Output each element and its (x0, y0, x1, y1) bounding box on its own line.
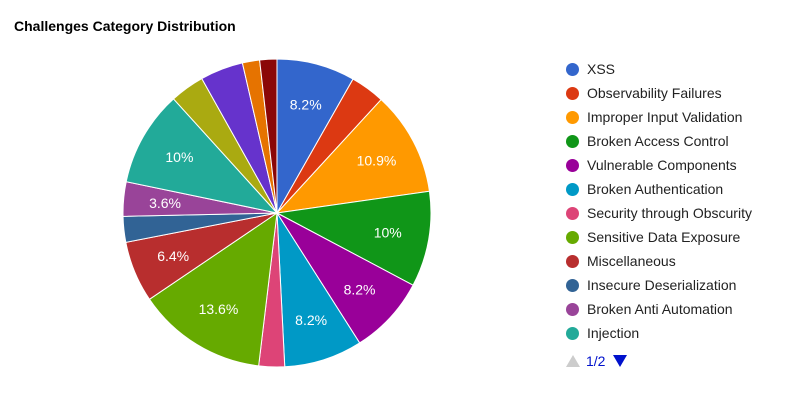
legend-swatch (566, 110, 579, 124)
legend-swatch (566, 158, 579, 172)
legend-swatch (566, 206, 579, 220)
legend-swatch (566, 230, 579, 244)
legend-label: Broken Anti Automation (587, 301, 733, 317)
slice-label: 13.6% (199, 301, 239, 317)
slice-label: 3.6% (149, 195, 181, 211)
page-indicator: 1/2 (586, 353, 606, 369)
legend-swatch (566, 254, 579, 268)
slice-label: 6.4% (157, 248, 189, 264)
pie-slice[interactable] (275, 98, 431, 214)
legend-item[interactable]: XSS (566, 57, 752, 81)
slice-label: 8.2% (344, 281, 376, 297)
legend-item[interactable]: Security through Obscurity (566, 201, 752, 225)
chart-title: Challenges Category Distribution (14, 18, 236, 34)
legend-item[interactable]: Improper Input Validation (566, 105, 752, 129)
legend-label: Vulnerable Components (587, 157, 737, 173)
legend-item[interactable]: Broken Anti Automation (566, 297, 752, 321)
slice-label: 10% (374, 224, 402, 240)
legend-label: XSS (587, 61, 616, 77)
slice-label: 10.9% (357, 153, 397, 169)
legend-label: Security through Obscurity (587, 205, 752, 221)
legend-item[interactable]: Broken Authentication (566, 177, 752, 201)
legend-swatch (566, 86, 579, 100)
pie-slice[interactable] (125, 98, 279, 214)
legend-swatch (566, 134, 579, 148)
legend-item[interactable]: Vulnerable Components (566, 153, 752, 177)
pie-slice[interactable] (275, 190, 432, 286)
legend-item[interactable]: Miscellaneous (566, 249, 752, 273)
legend-label: Injection (587, 325, 640, 341)
legend-item[interactable]: Injection (566, 321, 752, 345)
legend: XSS Observability Failures Improper Input … (566, 57, 752, 373)
slice-label: 8.2% (290, 96, 322, 112)
pie-slice[interactable] (148, 211, 278, 367)
legend-label: Miscellaneous (587, 253, 676, 269)
pie-slice[interactable] (259, 58, 278, 214)
legend-swatch (566, 302, 579, 316)
legend-pager: 1/2 (566, 349, 752, 373)
legend-swatch (566, 326, 579, 340)
legend-label: Broken Access Control (587, 133, 729, 149)
legend-item[interactable]: Broken Access Control (566, 129, 752, 153)
legend-item[interactable]: Sensitive Data Exposure (566, 225, 752, 249)
next-page-icon[interactable] (613, 355, 628, 367)
legend-item[interactable]: Insecure Deserialization (566, 273, 752, 297)
slice-label: 10% (165, 149, 193, 165)
legend-label: Broken Authentication (587, 181, 724, 197)
legend-swatch (566, 278, 579, 292)
legend-label: Improper Input Validation (587, 109, 743, 125)
legend-label: Sensitive Data Exposure (587, 229, 741, 245)
legend-swatch (566, 182, 579, 196)
slice-label: 8.2% (295, 312, 327, 328)
legend-label: Observability Failures (587, 85, 722, 101)
legend-item[interactable]: Observability Failures (566, 81, 752, 105)
previous-page-icon[interactable] (566, 355, 580, 367)
legend-swatch (566, 62, 579, 76)
legend-label: Insecure Deserialization (587, 277, 737, 293)
